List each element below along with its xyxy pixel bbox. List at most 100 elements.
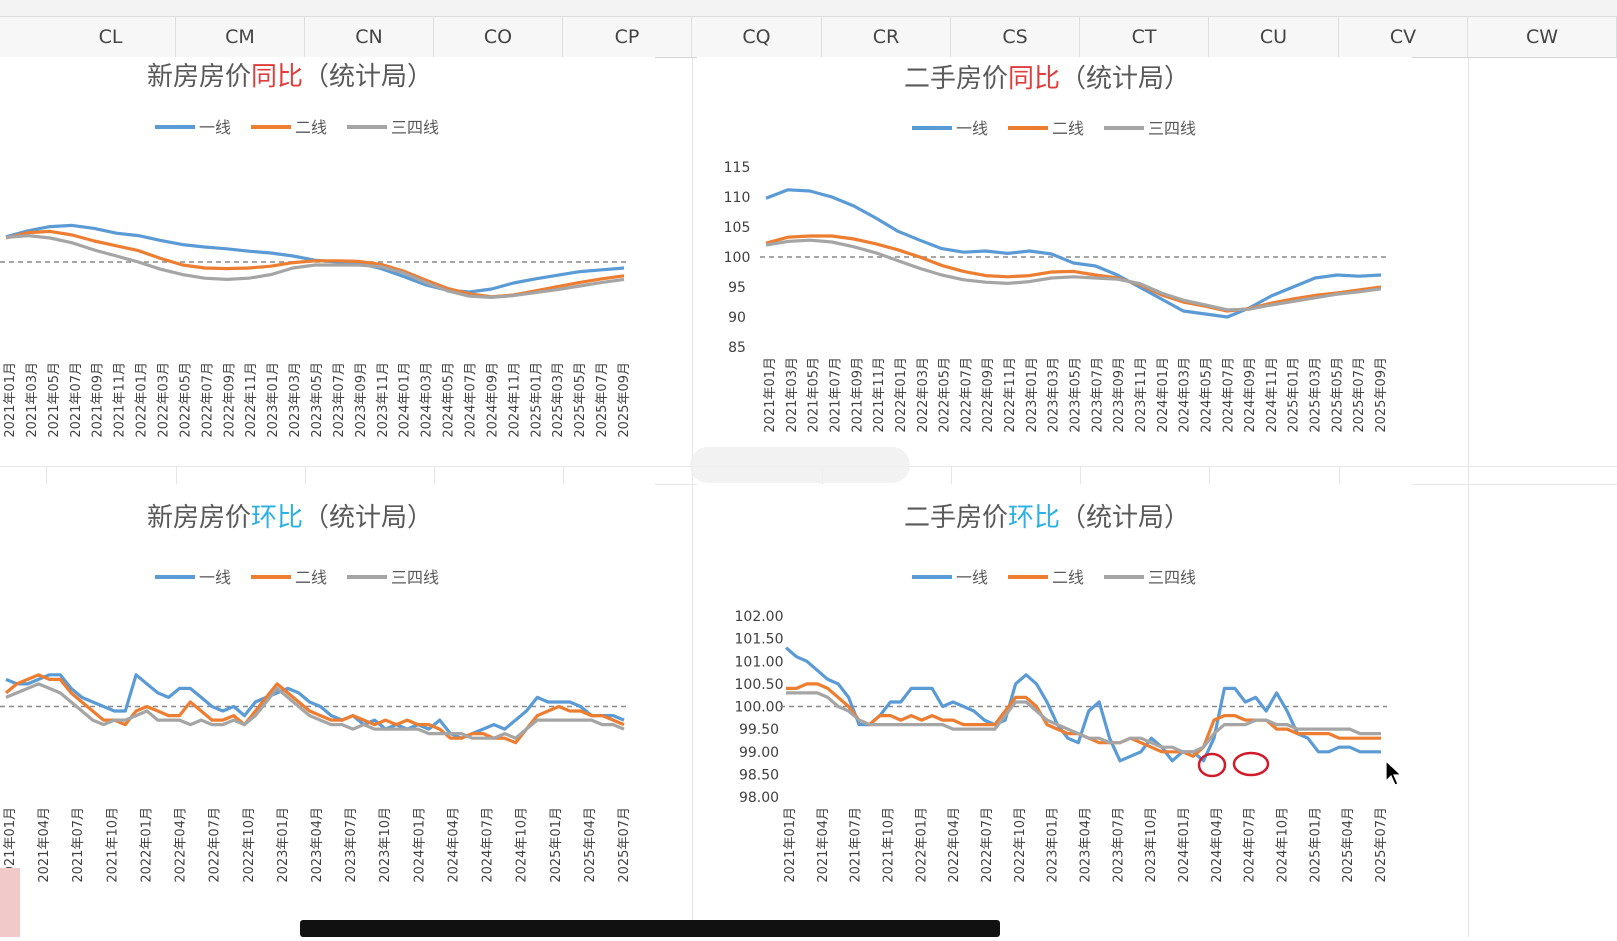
y-tick-label: 99.50 bbox=[739, 722, 779, 738]
x-tick-label: 2025年09月 bbox=[617, 362, 632, 438]
x-tick-label: 2025年03月 bbox=[1309, 357, 1324, 433]
x-tick-label: 2021年07月 bbox=[71, 807, 86, 883]
chart-title-highlight: 同比 bbox=[251, 62, 303, 92]
x-tick-label: 2021年10月 bbox=[105, 807, 120, 883]
x-tick-label: 2025年07月 bbox=[1352, 357, 1367, 433]
x-tick-label: 2022年07月 bbox=[980, 807, 995, 883]
chart-resale-mom[interactable]: 二手房价环比（统计局） 一线 二线 三四线 102.00 101.50 101.00 100.… bbox=[697, 484, 1412, 937]
x-tick-label: 2022年11月 bbox=[1003, 357, 1018, 433]
column-header-cw[interactable]: CW bbox=[1468, 17, 1617, 57]
x-tick-label: 2023年07月 bbox=[1111, 807, 1126, 883]
y-tick-label: 101.50 bbox=[735, 632, 784, 648]
chart-new-yoy[interactable]: 新房房价同比（统计局） 一线 二线 三四线 2021年01月 2021年03月 2021年0… bbox=[0, 57, 655, 466]
chart-resale-yoy[interactable]: 二手房价同比（统计局） 一线 二线 三四线 115 110 105 100 95 90 85 2021… bbox=[697, 57, 1412, 466]
column-header-cq[interactable]: CQ bbox=[692, 17, 822, 57]
x-tick-label: 2023年07月 bbox=[1090, 357, 1105, 433]
legend-label: 二线 bbox=[295, 568, 327, 587]
chart-title-suffix: （统计局） bbox=[1060, 503, 1190, 533]
legend-item: 三四线 bbox=[1104, 119, 1196, 138]
legend-item: 二线 bbox=[1008, 568, 1084, 587]
chart-new-mom[interactable]: 新房房价环比（统计局） 一线 二线 三四线 2021年01月 2021年04月 2021年0… bbox=[0, 484, 655, 937]
x-tick-label: 2024年10月 bbox=[515, 807, 530, 883]
x-tick-label: 2022年09月 bbox=[222, 362, 237, 438]
x-tick-label: 2025年01月 bbox=[549, 807, 564, 883]
x-tick-label: 2023年09月 bbox=[354, 362, 369, 438]
x-tick-label: 2022年10月 bbox=[242, 807, 257, 883]
x-tick-label: 2021年05月 bbox=[47, 362, 62, 438]
x-tick-label: 2024年01月 bbox=[398, 362, 413, 438]
x-tick-label: 2021年07月 bbox=[828, 357, 843, 433]
column-gridline bbox=[692, 57, 693, 937]
x-tick-label: 2022年04月 bbox=[947, 807, 962, 883]
legend-label: 三四线 bbox=[391, 118, 439, 137]
x-tick-label: 2022年01月 bbox=[914, 807, 929, 883]
x-tick-label: 2022年07月 bbox=[208, 807, 223, 883]
x-tick-label: 2021年01月 bbox=[783, 807, 798, 883]
x-tick-label: 2021年09月 bbox=[91, 362, 106, 438]
x-tick-label: 2021年07月 bbox=[849, 807, 864, 883]
x-tick-label: 2024年11月 bbox=[507, 362, 522, 438]
legend-item: 三四线 bbox=[1104, 568, 1196, 587]
x-tick-label: 2024年05月 bbox=[1199, 357, 1214, 433]
side-tab bbox=[0, 868, 20, 937]
legend-label: 三四线 bbox=[1148, 568, 1196, 587]
column-header-cv[interactable]: CV bbox=[1339, 17, 1468, 57]
x-tick-label: 2024年10月 bbox=[1276, 807, 1291, 883]
x-tick-label: 2022年03月 bbox=[916, 357, 931, 433]
legend-item: 二线 bbox=[251, 568, 327, 587]
series-line-tier1 bbox=[5, 673, 625, 740]
x-tick-label: 2022年03月 bbox=[157, 362, 172, 438]
legend-label: 一线 bbox=[956, 568, 988, 587]
series-line-tier1 bbox=[765, 188, 1382, 319]
chart-title-prefix: 二手房价 bbox=[904, 64, 1008, 94]
x-tick-label: 2023年04月 bbox=[310, 807, 325, 883]
x-tick-label: 2022年10月 bbox=[1013, 807, 1028, 883]
chart-title-suffix: （统计局） bbox=[303, 62, 433, 92]
y-tick-label: 95 bbox=[728, 280, 746, 296]
x-tick-label: 2024年04月 bbox=[1210, 807, 1225, 883]
column-header-ct[interactable]: CT bbox=[1080, 17, 1209, 57]
chart-title: 新房房价同比（统计局） bbox=[147, 62, 433, 92]
y-tick-label: 100 bbox=[724, 250, 751, 266]
x-tick-label: 2025年05月 bbox=[573, 362, 588, 438]
legend-label: 一线 bbox=[199, 118, 231, 137]
x-tick-label: 2022年07月 bbox=[200, 362, 215, 438]
x-tick-label: 2023年07月 bbox=[344, 807, 359, 883]
video-subtitle-strip bbox=[300, 920, 1000, 937]
x-tick-label: 2024年01月 bbox=[412, 807, 427, 883]
x-tick-label: 2021年11月 bbox=[113, 362, 128, 438]
chart-title-suffix: （统计局） bbox=[1060, 64, 1190, 94]
column-header-cl[interactable]: CL bbox=[46, 17, 176, 57]
legend-item: 一线 bbox=[912, 568, 988, 587]
chart-title-prefix: 新房房价 bbox=[147, 503, 251, 533]
series-line-tier1 bbox=[5, 223, 625, 294]
x-tick-label: 2021年03月 bbox=[785, 357, 800, 433]
x-tick-label: 2024年01月 bbox=[1177, 807, 1192, 883]
x-tick-label: 2023年07月 bbox=[332, 362, 347, 438]
column-header-cr[interactable]: CR bbox=[822, 17, 951, 57]
x-tick-label: 2025年01月 bbox=[1308, 807, 1323, 883]
x-tick-label: 2023年01月 bbox=[266, 362, 281, 438]
x-tick-label: 2023年05月 bbox=[310, 362, 325, 438]
app-top-bar bbox=[0, 0, 1617, 17]
x-tick-label: 2025年01月 bbox=[529, 362, 544, 438]
column-header-cn[interactable]: CN bbox=[305, 17, 434, 57]
column-header-co[interactable]: CO bbox=[434, 17, 563, 57]
chart-resale-mom-svg: 二手房价环比（统计局） 一线 二线 三四线 102.00 101.50 101.00 100.… bbox=[735, 503, 1390, 883]
y-tick-label: 90 bbox=[728, 310, 746, 326]
x-tick-label: 2025年03月 bbox=[551, 362, 566, 438]
chart-title-highlight: 同比 bbox=[1008, 64, 1060, 94]
column-header-cm[interactable]: CM bbox=[176, 17, 305, 57]
y-tick-label: 102.00 bbox=[735, 609, 784, 625]
column-header-cs[interactable]: CS bbox=[951, 17, 1080, 57]
x-tick-label: 2021年01月 bbox=[3, 807, 18, 883]
series-line-tier2 bbox=[4, 673, 625, 745]
x-tick-label: 2022年11月 bbox=[244, 362, 259, 438]
legend-item: 一线 bbox=[155, 568, 231, 587]
y-tick-label: 99.00 bbox=[739, 745, 779, 761]
column-header-cp[interactable]: CP bbox=[563, 17, 692, 57]
column-header-cu[interactable]: CU bbox=[1209, 17, 1339, 57]
x-tick-label: 2022年01月 bbox=[139, 807, 154, 883]
y-tick-label: 100.50 bbox=[735, 677, 784, 693]
chart-title-prefix: 二手房价 bbox=[904, 503, 1008, 533]
